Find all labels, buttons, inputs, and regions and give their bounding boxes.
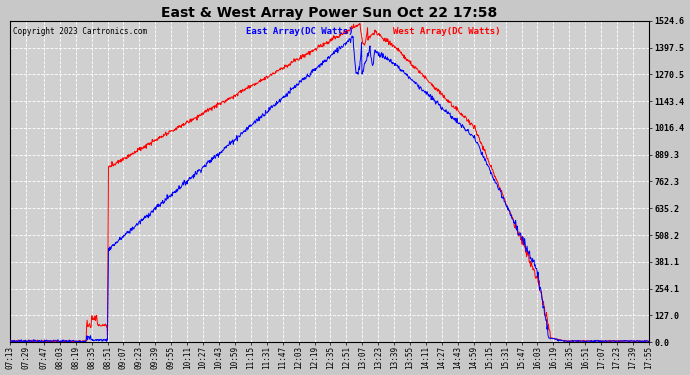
Title: East & West Array Power Sun Oct 22 17:58: East & West Array Power Sun Oct 22 17:58 <box>161 6 497 20</box>
Text: Copyright 2023 Cartronics.com: Copyright 2023 Cartronics.com <box>13 27 148 36</box>
Text: West Array(DC Watts): West Array(DC Watts) <box>393 27 501 36</box>
Text: East Array(DC Watts): East Array(DC Watts) <box>246 27 354 36</box>
